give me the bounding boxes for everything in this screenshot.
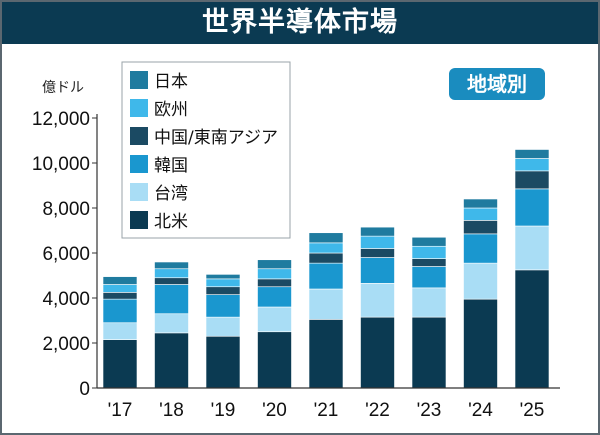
bar-segment bbox=[154, 313, 189, 334]
x-tick-label: '25 bbox=[520, 400, 545, 421]
y-tick-label: 10,000 bbox=[32, 154, 90, 175]
bar-segment bbox=[205, 316, 241, 337]
legend-swatch bbox=[130, 127, 148, 145]
bar-segment bbox=[257, 331, 292, 389]
bar-segment bbox=[308, 242, 344, 254]
bar-segment bbox=[463, 233, 498, 264]
legend-box bbox=[121, 61, 291, 239]
bar-segment bbox=[205, 335, 241, 389]
bar-segment bbox=[463, 298, 498, 389]
x-tick-label: '17 bbox=[108, 400, 133, 421]
bar-segment bbox=[411, 245, 447, 259]
bar-segment bbox=[308, 288, 344, 320]
legend-swatch bbox=[130, 155, 148, 173]
x-tick-label: '21 bbox=[314, 400, 339, 421]
bar-segment bbox=[102, 276, 138, 285]
x-tick-label: '19 bbox=[211, 400, 236, 421]
legend-label: 中国/東南アジア bbox=[154, 128, 278, 148]
legend-label: 欧州 bbox=[154, 100, 188, 120]
x-tick-label: '24 bbox=[468, 400, 493, 421]
bar-segment bbox=[154, 332, 189, 389]
bar-segment bbox=[360, 283, 395, 318]
bar-segment bbox=[411, 287, 447, 318]
y-tick-label: 2,000 bbox=[42, 334, 90, 355]
bar-segment bbox=[360, 226, 395, 237]
legend-swatch bbox=[130, 211, 148, 229]
legend-swatch bbox=[130, 183, 148, 201]
bar-segment bbox=[360, 235, 395, 249]
x-tick-label: '20 bbox=[262, 400, 287, 421]
bar-segment bbox=[154, 268, 189, 279]
bar-segment bbox=[154, 277, 189, 285]
bar-segment bbox=[411, 266, 447, 289]
x-tick-label: '18 bbox=[159, 400, 184, 421]
bar-segment bbox=[102, 339, 138, 389]
bar-segment bbox=[411, 258, 447, 267]
bar-segment bbox=[514, 225, 550, 271]
legend-label: 台湾 bbox=[154, 184, 188, 204]
bar-segment bbox=[205, 274, 241, 280]
bar-segment bbox=[154, 284, 189, 315]
y-tick-label: 4,000 bbox=[42, 289, 90, 310]
bar-segment bbox=[360, 316, 395, 389]
y-axis-unit-label: 億ドル bbox=[42, 80, 84, 96]
bar-segment bbox=[514, 158, 550, 172]
bar-segment bbox=[102, 298, 138, 324]
legend-label: 韓国 bbox=[154, 156, 188, 176]
chart-title: 世界半導体市場 bbox=[2, 2, 598, 44]
bar-segment bbox=[308, 319, 344, 389]
x-tick-label: '22 bbox=[365, 400, 390, 421]
bar-segment bbox=[360, 248, 395, 258]
bar-segment bbox=[205, 286, 241, 295]
bar-segment bbox=[514, 269, 550, 389]
bar-segment bbox=[205, 294, 241, 318]
bar-segment bbox=[257, 268, 292, 280]
bar-segment bbox=[411, 316, 447, 389]
y-tick-label: 8,000 bbox=[42, 199, 90, 220]
bar-segment bbox=[514, 170, 550, 190]
y-tick-label: 12,000 bbox=[32, 109, 90, 130]
bar-segment bbox=[308, 232, 344, 244]
bar-segment bbox=[205, 278, 241, 288]
bar-segment bbox=[102, 292, 138, 300]
bar-segment bbox=[514, 149, 550, 159]
bar-segment bbox=[308, 262, 344, 290]
bar-segment bbox=[463, 262, 498, 300]
bar-segment bbox=[154, 261, 189, 270]
bar-segment bbox=[102, 322, 138, 340]
bar-segment bbox=[463, 207, 498, 221]
y-tick-label: 0 bbox=[79, 379, 90, 400]
bar-segment bbox=[463, 198, 498, 209]
bar-segment bbox=[411, 236, 447, 247]
bar-segment bbox=[514, 188, 550, 227]
bar-segment bbox=[463, 220, 498, 235]
legend-swatch bbox=[130, 71, 148, 89]
bar-segment bbox=[257, 259, 292, 270]
bar-segment bbox=[360, 257, 395, 284]
legend-swatch bbox=[130, 99, 148, 117]
bar-segment bbox=[257, 278, 292, 288]
x-axis-ticks: '17 '18 '19 '20 '21 '22 '23 '24 '25 bbox=[108, 400, 545, 421]
bar-segment bbox=[102, 284, 138, 293]
bar-segment bbox=[257, 286, 292, 308]
bar-segment bbox=[308, 252, 344, 264]
legend-label: 日本 bbox=[154, 72, 188, 92]
y-axis-ticks: 0 2,000 4,000 6,000 8,000 10,000 12,000 bbox=[32, 109, 98, 400]
bar-segment bbox=[257, 306, 292, 333]
bar-layer bbox=[97, 149, 560, 389]
y-tick-label: 6,000 bbox=[42, 244, 90, 265]
legend-label: 北米 bbox=[154, 212, 188, 232]
x-tick-label: '23 bbox=[417, 400, 442, 421]
region-badge: 地域別 bbox=[449, 68, 545, 100]
